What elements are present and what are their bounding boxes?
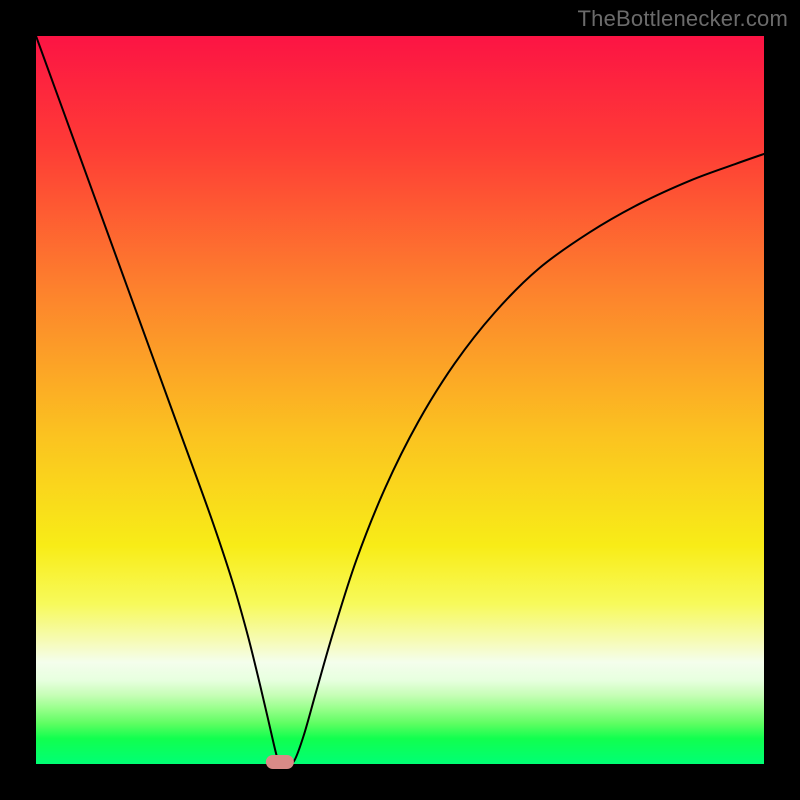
chart-background <box>36 36 764 764</box>
bottleneck-chart <box>0 0 800 800</box>
chart-container: TheBottlenecker.com <box>0 0 800 800</box>
watermark-text: TheBottlenecker.com <box>578 6 788 32</box>
optimal-marker <box>266 755 294 769</box>
